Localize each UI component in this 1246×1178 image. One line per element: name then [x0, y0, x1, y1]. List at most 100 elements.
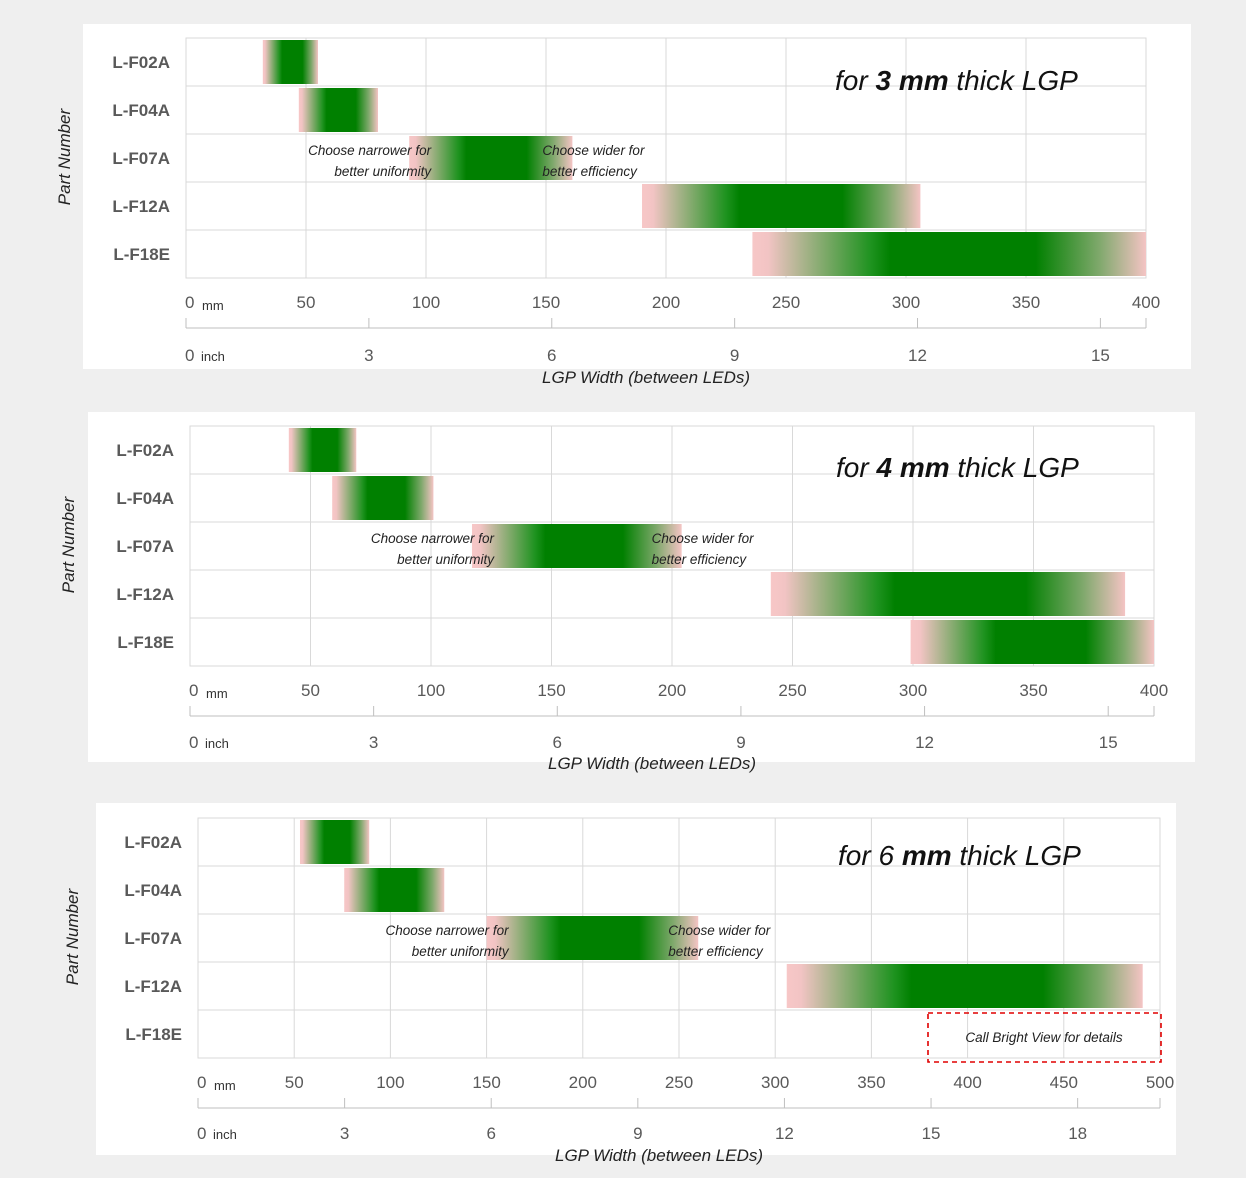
category-label: L-F12A [116, 585, 174, 604]
mm-tick-label: 0 [189, 681, 198, 700]
inch-tick-label: 12 [915, 733, 934, 752]
range-bar-l-f12a [642, 184, 921, 228]
mm-tick-label: 100 [417, 681, 445, 700]
chart-panel-3: L-F02A L-F04A L-F07A L-F12A L-F18E Choose nar… [63, 803, 1176, 1165]
inch-tick-label: 15 [1091, 346, 1110, 365]
category-label: L-F18E [117, 633, 174, 652]
range-bar-l-f04a [332, 476, 434, 520]
callout-text: Call Bright View for details [965, 1030, 1123, 1045]
mm-tick-label: 150 [472, 1073, 500, 1092]
chart-title: for 6 mm thick LGP [838, 840, 1081, 871]
category-label: L-F04A [116, 489, 174, 508]
category-label: L-F02A [124, 833, 182, 852]
category-label: L-F02A [112, 53, 170, 72]
annotation-wider: better efficiency [668, 944, 764, 959]
mm-tick-label: 250 [778, 681, 806, 700]
category-label: L-F02A [116, 441, 174, 460]
inch-unit-label: inch [213, 1127, 237, 1142]
mm-tick-label: 100 [412, 293, 440, 312]
annotation-wider: better efficiency [652, 552, 748, 567]
inch-tick-label: 0 [185, 346, 194, 365]
category-label: L-F07A [116, 537, 174, 556]
y-axis-title: Part Number [55, 107, 74, 205]
mm-tick-label: 300 [761, 1073, 789, 1092]
category-label: L-F04A [124, 881, 182, 900]
chart-title: for 3 mm thick LGP [835, 65, 1078, 96]
mm-tick-label: 50 [301, 681, 320, 700]
mm-tick-label: 150 [537, 681, 565, 700]
chart-title: for 4 mm thick LGP [836, 452, 1079, 483]
x-axis-title: LGP Width (between LEDs) [548, 754, 756, 773]
inch-tick-label: 12 [908, 346, 927, 365]
range-bar-l-f18e [910, 620, 1154, 664]
mm-tick-label: 350 [1012, 293, 1040, 312]
range-bar-l-f04a [344, 868, 445, 912]
mm-tick-label: 300 [899, 681, 927, 700]
x-axis-title: LGP Width (between LEDs) [555, 1146, 763, 1165]
y-axis-title: Part Number [63, 887, 82, 985]
category-label: L-F18E [113, 245, 170, 264]
mm-tick-label: 400 [1140, 681, 1168, 700]
range-bar-l-f12a [770, 572, 1126, 616]
annotation-narrower: Choose narrower for [371, 531, 495, 546]
inch-tick-label: 3 [369, 733, 378, 752]
mm-tick-label: 0 [197, 1073, 206, 1092]
inch-tick-label: 6 [553, 733, 562, 752]
mm-tick-label: 250 [772, 293, 800, 312]
inch-unit-label: inch [205, 736, 229, 751]
mm-tick-label: 250 [665, 1073, 693, 1092]
inch-tick-label: 6 [547, 346, 556, 365]
inch-tick-label: 0 [197, 1124, 206, 1143]
x-axis-title: LGP Width (between LEDs) [542, 368, 750, 387]
category-label: L-F12A [124, 977, 182, 996]
mm-tick-label: 200 [569, 1073, 597, 1092]
inch-tick-label: 0 [189, 733, 198, 752]
mm-tick-label: 100 [376, 1073, 404, 1092]
mm-tick-label: 150 [532, 293, 560, 312]
mm-tick-label: 450 [1050, 1073, 1078, 1092]
inch-tick-label: 3 [364, 346, 373, 365]
range-bar-l-f07a [486, 916, 699, 960]
annotation-wider: better efficiency [542, 164, 638, 179]
range-bar-l-f07a [409, 136, 573, 180]
mm-tick-label: 50 [285, 1073, 304, 1092]
range-bar-l-f02a [262, 40, 318, 84]
annotation-wider: Choose wider for [668, 923, 771, 938]
annotation-narrower: better uniformity [334, 164, 432, 179]
chart-panel-2: L-F02A L-F04A L-F07A L-F12A L-F18E Choose nar… [59, 412, 1195, 773]
inch-tick-label: 9 [633, 1124, 642, 1143]
mm-tick-label: 400 [1132, 293, 1160, 312]
mm-tick-label: 300 [892, 293, 920, 312]
inch-unit-label: inch [201, 349, 225, 364]
annotation-narrower: Choose narrower for [308, 143, 432, 158]
mm-tick-label: 200 [658, 681, 686, 700]
inch-tick-label: 15 [1099, 733, 1118, 752]
mm-unit-label: mm [202, 298, 224, 313]
range-bar-l-f12a [786, 964, 1143, 1008]
inch-tick-label: 6 [486, 1124, 495, 1143]
range-bar-l-f07a [471, 524, 682, 568]
plot-border [197, 817, 1161, 1059]
category-label: L-F04A [112, 101, 170, 120]
plot-border [189, 425, 1155, 667]
range-bar-l-f18e [752, 232, 1146, 276]
range-bar-l-f02a [299, 820, 370, 864]
annotation-wider: Choose wider for [652, 531, 755, 546]
mm-tick-label: 500 [1146, 1073, 1174, 1092]
category-label: L-F07A [124, 929, 182, 948]
annotation-wider: Choose wider for [542, 143, 645, 158]
mm-unit-label: mm [206, 686, 228, 701]
inch-tick-label: 9 [730, 346, 739, 365]
inch-tick-label: 18 [1068, 1124, 1087, 1143]
y-axis-title: Part Number [59, 495, 78, 593]
category-label: L-F12A [112, 197, 170, 216]
category-label: L-F18E [125, 1025, 182, 1044]
category-label: L-F07A [112, 149, 170, 168]
mm-tick-label: 200 [652, 293, 680, 312]
inch-tick-label: 3 [340, 1124, 349, 1143]
mm-tick-label: 0 [185, 293, 194, 312]
annotation-narrower: better uniformity [412, 944, 510, 959]
annotation-narrower: Choose narrower for [386, 923, 510, 938]
